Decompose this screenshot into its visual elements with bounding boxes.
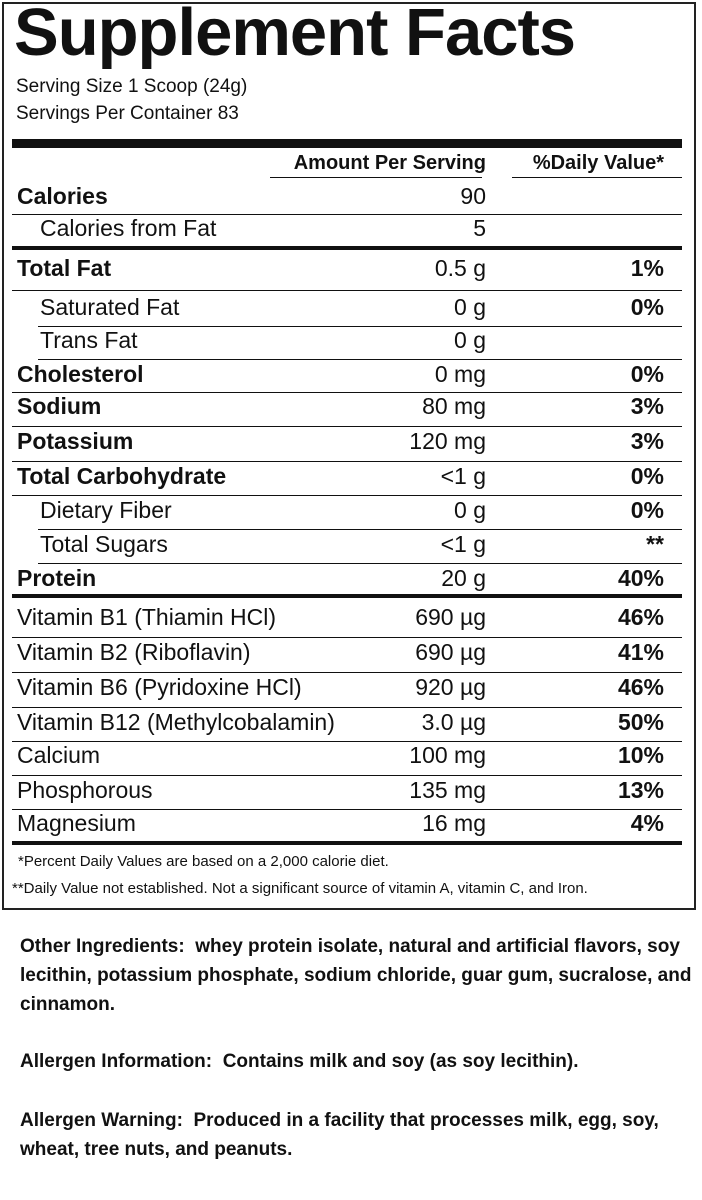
daily-value: 46%	[617, 674, 664, 700]
rule	[38, 359, 682, 360]
nutrient-name: Cholesterol	[17, 361, 144, 387]
thick-rule	[12, 841, 682, 845]
daily-value: 0%	[630, 497, 664, 523]
nutrient-name: Phosphorous	[17, 777, 153, 803]
label: Other Ingredients:	[20, 936, 185, 957]
nutrient-name: Calories from Fat	[40, 215, 217, 241]
nutrient-name: Vitamin B12 (Methylcobalamin)	[17, 709, 335, 735]
nutrient-name: Dietary Fiber	[40, 497, 172, 523]
amount: 3.0 µg	[421, 709, 486, 735]
daily-value: 0%	[630, 463, 664, 489]
column-header: Amount Per Serving	[293, 152, 486, 174]
daily-value: 46%	[617, 604, 664, 630]
other-ingredients: Other Ingredients: whey protein isolate,…	[20, 932, 692, 1019]
text: Produced in a facility that processes mi…	[20, 1110, 659, 1160]
thick-rule	[12, 594, 682, 598]
title: Supplement Facts	[14, 0, 576, 70]
thick-rule	[12, 246, 682, 250]
amount: 920 µg	[415, 674, 486, 700]
amount: 80 mg	[422, 393, 486, 419]
amount: 0.5 g	[434, 255, 486, 281]
nutrient-name: Vitamin B6 (Pyridoxine HCl)	[17, 674, 302, 700]
rule	[12, 775, 682, 776]
nutrient-name: Calories	[17, 183, 108, 209]
allergen-information: Allergen Information: Contains milk and …	[20, 1047, 692, 1076]
rule	[12, 637, 682, 638]
text: whey protein isolate, natural and artifi…	[20, 936, 692, 1015]
daily-value: 50%	[617, 709, 664, 735]
rule	[38, 529, 682, 530]
rule	[12, 392, 682, 393]
nutrient-name: Potassium	[17, 428, 134, 454]
rule	[12, 495, 682, 496]
amount: 690 µg	[415, 604, 486, 630]
amount: 0 g	[454, 497, 486, 523]
amount: 0 g	[454, 294, 486, 320]
nutrient-name: Total Fat	[17, 255, 112, 281]
nutrient-name: Magnesium	[17, 810, 136, 836]
nutrient-name: Protein	[17, 565, 97, 591]
rule	[38, 563, 682, 564]
amount: 690 µg	[415, 639, 486, 665]
rule	[12, 672, 682, 673]
thick-rule	[12, 139, 682, 148]
footnote: **Daily Value not established. Not a sig…	[12, 880, 588, 897]
daily-value: 41%	[617, 639, 664, 665]
amount: 0 g	[454, 327, 486, 353]
rule	[38, 326, 682, 327]
rule	[12, 214, 682, 215]
daily-value: 10%	[617, 742, 664, 768]
rule	[12, 461, 682, 462]
daily-value: 3%	[630, 393, 664, 419]
facts-box	[2, 2, 696, 910]
nutrient-name: Total Carbohydrate	[17, 463, 227, 489]
amount: 5	[473, 215, 486, 241]
nutrient-name: Saturated Fat	[40, 294, 180, 320]
rule	[12, 290, 682, 291]
rule	[12, 707, 682, 708]
rule	[12, 809, 682, 810]
daily-value: 4%	[630, 810, 664, 836]
label: Allergen Information:	[20, 1051, 213, 1072]
allergen-warning: Allergen Warning: Produced in a facility…	[20, 1106, 692, 1164]
daily-value: 0%	[630, 294, 664, 320]
rule	[512, 177, 682, 178]
servings-per-container: Servings Per Container 83	[16, 103, 239, 124]
daily-value: 13%	[617, 777, 664, 803]
nutrient-name: Trans Fat	[40, 327, 138, 353]
serving-size: Serving Size 1 Scoop (24g)	[16, 76, 248, 97]
rule	[270, 177, 482, 178]
amount: 0 mg	[434, 361, 486, 387]
text: Contains milk and soy (as soy lecithin).	[222, 1051, 579, 1072]
daily-value: 3%	[630, 428, 664, 454]
nutrient-name: Total Sugars	[40, 531, 168, 557]
daily-value: 1%	[630, 255, 664, 281]
rule	[12, 741, 682, 742]
amount: 20 g	[441, 565, 486, 591]
daily-value: 40%	[617, 565, 664, 591]
daily-value: 0%	[630, 361, 664, 387]
amount: 135 mg	[409, 777, 486, 803]
nutrient-name: Vitamin B2 (Riboflavin)	[17, 639, 251, 665]
column-header: %Daily Value*	[532, 152, 664, 174]
footnote: *Percent Daily Values are based on a 2,0…	[18, 853, 389, 870]
daily-value: **	[646, 531, 664, 557]
amount: 90	[460, 183, 486, 209]
amount: <1 g	[440, 463, 486, 489]
nutrient-name: Sodium	[17, 393, 102, 419]
nutrient-name: Calcium	[17, 742, 101, 768]
nutrient-name: Vitamin B1 (Thiamin HCl)	[17, 604, 277, 630]
amount: 100 mg	[409, 742, 486, 768]
amount: 120 mg	[409, 428, 486, 454]
label: Allergen Warning:	[20, 1110, 183, 1131]
rule	[12, 426, 682, 427]
amount: <1 g	[440, 531, 486, 557]
amount: 16 mg	[422, 810, 486, 836]
